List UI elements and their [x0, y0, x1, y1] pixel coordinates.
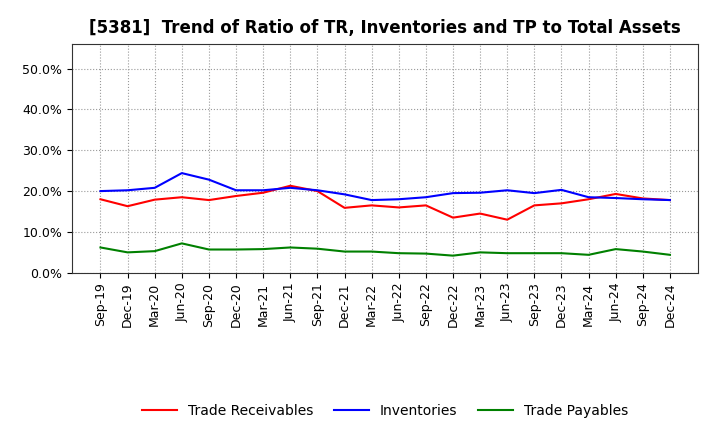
Inventories — [639, 197, 647, 202]
Inventories — [313, 187, 322, 193]
Trade Payables — [421, 251, 430, 256]
Trade Payables — [395, 250, 403, 256]
Trade Payables — [367, 249, 376, 254]
Trade Payables — [449, 253, 457, 258]
Trade Receivables — [665, 198, 674, 203]
Trade Payables — [150, 249, 159, 254]
Title: [5381]  Trend of Ratio of TR, Inventories and TP to Total Assets: [5381] Trend of Ratio of TR, Inventories… — [89, 19, 681, 37]
Inventories — [232, 187, 240, 193]
Inventories — [611, 195, 620, 201]
Trade Receivables — [178, 194, 186, 200]
Inventories — [584, 194, 593, 200]
Trade Payables — [286, 245, 294, 250]
Trade Receivables — [421, 203, 430, 208]
Trade Receivables — [123, 204, 132, 209]
Inventories — [341, 192, 349, 197]
Trade Receivables — [530, 203, 539, 208]
Trade Payables — [584, 252, 593, 257]
Trade Payables — [178, 241, 186, 246]
Inventories — [557, 187, 566, 192]
Inventories — [96, 188, 105, 194]
Inventories — [286, 185, 294, 191]
Trade Receivables — [150, 197, 159, 202]
Trade Receivables — [476, 211, 485, 216]
Trade Receivables — [367, 203, 376, 208]
Trade Receivables — [313, 188, 322, 194]
Trade Payables — [611, 246, 620, 252]
Trade Payables — [503, 250, 511, 256]
Trade Payables — [341, 249, 349, 254]
Inventories — [367, 198, 376, 203]
Inventories — [259, 187, 268, 193]
Trade Payables — [557, 250, 566, 256]
Line: Trade Receivables: Trade Receivables — [101, 186, 670, 220]
Trade Payables — [204, 247, 213, 252]
Trade Payables — [123, 250, 132, 255]
Inventories — [530, 191, 539, 196]
Inventories — [421, 194, 430, 200]
Trade Payables — [665, 252, 674, 257]
Trade Receivables — [232, 193, 240, 198]
Trade Payables — [232, 247, 240, 252]
Trade Receivables — [96, 197, 105, 202]
Line: Trade Payables: Trade Payables — [101, 243, 670, 256]
Trade Receivables — [503, 217, 511, 222]
Inventories — [665, 198, 674, 203]
Line: Inventories: Inventories — [101, 173, 670, 200]
Inventories — [150, 185, 159, 191]
Trade Receivables — [639, 196, 647, 201]
Trade Receivables — [204, 198, 213, 203]
Inventories — [123, 187, 132, 193]
Inventories — [503, 187, 511, 193]
Trade Payables — [259, 246, 268, 252]
Inventories — [395, 197, 403, 202]
Trade Receivables — [341, 205, 349, 210]
Trade Payables — [313, 246, 322, 251]
Inventories — [204, 177, 213, 182]
Inventories — [178, 170, 186, 176]
Trade Receivables — [611, 191, 620, 197]
Trade Receivables — [395, 205, 403, 210]
Inventories — [476, 190, 485, 195]
Trade Receivables — [259, 190, 268, 195]
Trade Receivables — [449, 215, 457, 220]
Trade Receivables — [286, 183, 294, 188]
Trade Payables — [96, 245, 105, 250]
Legend: Trade Receivables, Inventories, Trade Payables: Trade Receivables, Inventories, Trade Pa… — [137, 399, 634, 424]
Inventories — [449, 191, 457, 196]
Trade Receivables — [584, 197, 593, 202]
Trade Payables — [530, 250, 539, 256]
Trade Receivables — [557, 201, 566, 206]
Trade Payables — [476, 250, 485, 255]
Trade Payables — [639, 249, 647, 254]
